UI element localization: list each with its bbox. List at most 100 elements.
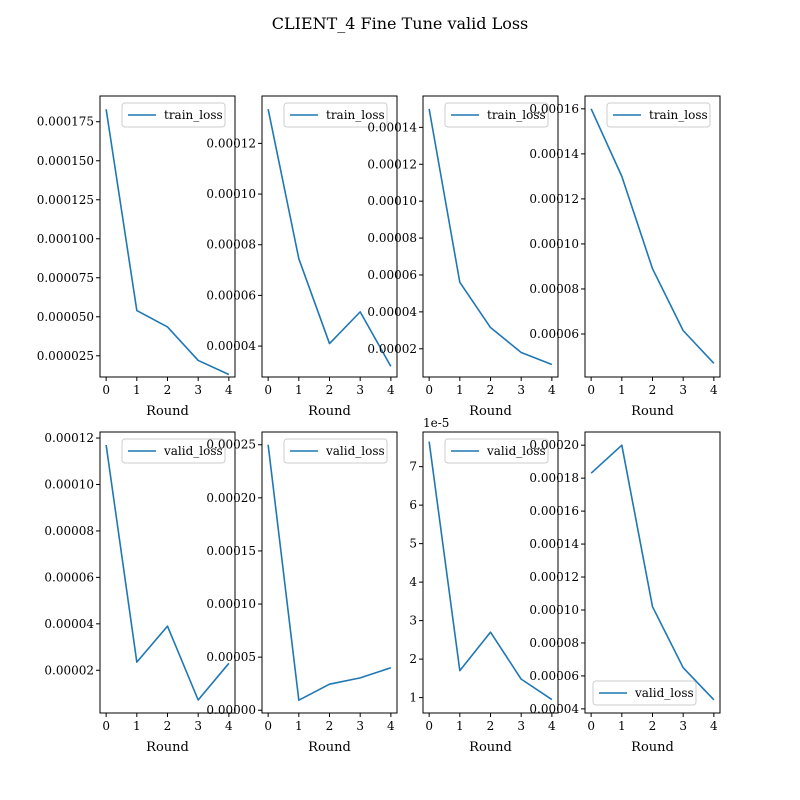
y-tick-label: 0.00020 bbox=[206, 491, 256, 505]
y-tick-label: 7 bbox=[409, 460, 417, 474]
x-tick-label: 1 bbox=[456, 719, 464, 733]
x-tick-label: 2 bbox=[164, 719, 172, 733]
y-tick-label: 0.00005 bbox=[206, 650, 256, 664]
x-tick-label: 2 bbox=[649, 719, 657, 733]
y-tick-label: 0.00010 bbox=[206, 187, 256, 201]
legend-box bbox=[283, 102, 388, 128]
x-tick-label: 4 bbox=[387, 719, 395, 733]
y-tick-label: 0.00004 bbox=[529, 702, 579, 716]
x-tick-label: 4 bbox=[548, 383, 556, 397]
y-tick-label: 6 bbox=[409, 498, 417, 512]
x-tick-label: 0 bbox=[102, 719, 110, 733]
y-tick-label: 2 bbox=[409, 652, 417, 666]
x-tick-label: 1 bbox=[295, 383, 303, 397]
y-tick-label: 0.00006 bbox=[206, 288, 256, 302]
legend-box bbox=[283, 438, 388, 464]
x-tick-label: 2 bbox=[326, 719, 334, 733]
y-tick-label: 0.000150 bbox=[37, 154, 94, 168]
y-tick-label: 0.00010 bbox=[44, 477, 94, 491]
y-tick-label: 0.00000 bbox=[206, 703, 256, 717]
x-tick-label: 3 bbox=[517, 383, 525, 397]
y-tick-label: 0.00014 bbox=[367, 120, 417, 134]
y-tick-label: 1 bbox=[409, 691, 417, 705]
legend-label: valid_loss bbox=[163, 444, 223, 458]
y-tick-label: 0.00014 bbox=[529, 147, 579, 161]
y-tick-label: 0.000025 bbox=[37, 349, 94, 363]
y-tick-label: 0.00012 bbox=[529, 192, 579, 206]
y-tick-label: 0.00012 bbox=[367, 157, 417, 171]
y-tick-label: 0.00012 bbox=[529, 570, 579, 584]
legend: valid_loss bbox=[283, 438, 388, 464]
y-tick-label: 0.00006 bbox=[529, 327, 579, 341]
y-tick-label: 0.00008 bbox=[44, 524, 94, 538]
legend-box bbox=[121, 438, 226, 464]
x-tick-label: 0 bbox=[264, 719, 272, 733]
x-tick-label: 3 bbox=[679, 719, 687, 733]
x-tick-label: 3 bbox=[356, 383, 364, 397]
x-tick-label: 2 bbox=[326, 383, 334, 397]
y-tick-label: 0.00010 bbox=[529, 603, 579, 617]
legend: valid_loss bbox=[592, 680, 697, 706]
y-tick-label: 0.000050 bbox=[37, 310, 94, 324]
x-tick-label: 1 bbox=[456, 383, 464, 397]
y-tick-label: 0.00004 bbox=[206, 339, 256, 353]
x-tick-label: 3 bbox=[356, 719, 364, 733]
y-tick-label: 0.00016 bbox=[529, 102, 579, 116]
legend: valid_loss bbox=[121, 438, 226, 464]
x-axis-label: Round bbox=[308, 404, 351, 419]
subplot-4: 0 1 2 3 4 0.00006 0.00008 0.00010 0.00012 0.00014… bbox=[529, 95, 721, 419]
y-tick-label: 0.00014 bbox=[529, 537, 579, 551]
y-tick-label: 3 bbox=[409, 614, 417, 628]
y-tick-label: 0.000075 bbox=[37, 271, 94, 285]
legend: valid_loss bbox=[444, 438, 549, 464]
subplot-5: 0 1 2 3 4 0.00002 0.00004 0.00006 0.00008 0.00010… bbox=[44, 431, 236, 755]
y-tick-label: 5 bbox=[409, 537, 417, 551]
x-tick-label: 4 bbox=[548, 719, 556, 733]
legend-box bbox=[444, 102, 549, 128]
x-axis-label: Round bbox=[308, 740, 351, 755]
y-tick-label: 0.00006 bbox=[44, 570, 94, 584]
legend-label: valid_loss bbox=[486, 444, 546, 458]
x-axis-label: Round bbox=[146, 740, 189, 755]
x-tick-label: 3 bbox=[194, 383, 202, 397]
y-tick-label: 0.00008 bbox=[529, 636, 579, 650]
y-tick-label: 4 bbox=[409, 575, 417, 589]
x-tick-label: 0 bbox=[264, 383, 272, 397]
x-tick-label: 2 bbox=[164, 383, 172, 397]
axis-offset-label: 1e-5 bbox=[423, 416, 449, 430]
x-tick-label: 2 bbox=[649, 383, 657, 397]
x-tick-label: 0 bbox=[587, 383, 595, 397]
y-tick-label: 0.00002 bbox=[367, 342, 417, 356]
x-tick-label: 4 bbox=[710, 719, 718, 733]
y-tick-label: 0.00004 bbox=[44, 617, 94, 631]
y-tick-label: 0.00016 bbox=[529, 504, 579, 518]
y-tick-label: 0.00018 bbox=[529, 471, 579, 485]
x-tick-label: 4 bbox=[387, 383, 395, 397]
x-tick-label: 4 bbox=[710, 383, 718, 397]
legend-box bbox=[121, 102, 226, 128]
x-tick-label: 1 bbox=[618, 383, 626, 397]
x-tick-label: 0 bbox=[102, 383, 110, 397]
x-axis-label: Round bbox=[631, 404, 674, 419]
y-tick-label: 0.00008 bbox=[529, 282, 579, 296]
subplot-2: 0 1 2 3 4 0.00004 0.00006 0.00008 0.00010 0.00012… bbox=[206, 95, 398, 419]
subplot-6: 0 1 2 3 4 0.00000 0.00005 0.00010 0.00015 0.00020… bbox=[206, 431, 398, 755]
legend: train_loss bbox=[283, 102, 388, 128]
legend-label: valid_loss bbox=[634, 686, 694, 700]
legend: train_loss bbox=[606, 102, 711, 128]
y-tick-label: 0.00025 bbox=[206, 438, 256, 452]
x-tick-label: 0 bbox=[425, 383, 433, 397]
legend: train_loss bbox=[444, 102, 549, 128]
x-tick-label: 3 bbox=[517, 719, 525, 733]
y-tick-label: 0.00008 bbox=[367, 231, 417, 245]
y-tick-label: 0.000125 bbox=[37, 193, 94, 207]
y-tick-label: 0.00010 bbox=[367, 194, 417, 208]
x-axis-label: Round bbox=[469, 740, 512, 755]
y-tick-label: 0.00006 bbox=[529, 669, 579, 683]
y-tick-label: 0.00015 bbox=[206, 544, 256, 558]
y-tick-label: 0.00012 bbox=[44, 431, 94, 445]
legend-label: train_loss bbox=[326, 108, 385, 122]
